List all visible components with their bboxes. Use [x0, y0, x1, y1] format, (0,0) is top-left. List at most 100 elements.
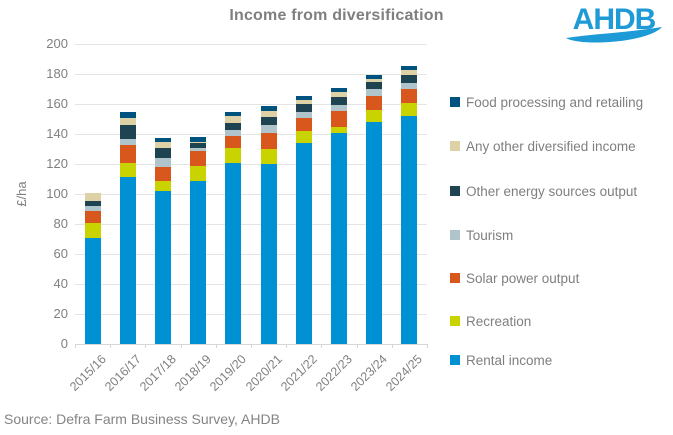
- bar-segment: [366, 78, 383, 83]
- x-tick-mark: [427, 344, 428, 348]
- bar-segment: [225, 136, 242, 149]
- bar-segment: [190, 150, 207, 167]
- bar-segment: [295, 131, 312, 143]
- y-tick-label: 20: [53, 306, 68, 321]
- bar-segment: [295, 99, 312, 104]
- legend-item: Food processing and retailing: [450, 94, 643, 111]
- bar-segment: [401, 103, 418, 116]
- gridline-60: [75, 254, 427, 255]
- gridline-160: [75, 104, 427, 105]
- bar-segment: [155, 191, 171, 344]
- x-tick-mark: [321, 344, 323, 348]
- legend-item: Tourism: [450, 227, 513, 244]
- bar-segment: [260, 149, 277, 164]
- bar-segment: [119, 138, 136, 145]
- gridline-20: [75, 314, 427, 315]
- bar-segment: [366, 82, 383, 89]
- bar-segment: [401, 116, 418, 344]
- ahdb-logo: AHDB: [563, 2, 665, 50]
- legend-swatch: [450, 355, 460, 365]
- legend-item: Any other diversified income: [450, 138, 636, 155]
- bar-segment: [225, 111, 242, 116]
- legend-swatch: [450, 273, 460, 283]
- legend-label: Solar power output: [466, 271, 580, 286]
- bar-segment: [119, 125, 136, 139]
- bar-segment: [190, 141, 207, 143]
- ahdb-logo-graphic: AHDB: [566, 3, 662, 43]
- bar-segment: [225, 116, 242, 123]
- bar-segment: [331, 97, 347, 105]
- x-tick-mark: [391, 344, 393, 348]
- x-tick-mark: [75, 344, 76, 348]
- x-tick-mark: [215, 344, 217, 348]
- gridline-100: [75, 194, 427, 195]
- bar-segment: [119, 144, 136, 164]
- y-tick-label: 140: [46, 126, 68, 141]
- ahdb-logo-swoosh: [566, 27, 662, 43]
- legend-swatch: [450, 230, 460, 240]
- legend-label: Rental income: [466, 353, 553, 368]
- bar-segment: [260, 164, 277, 344]
- source-note: Source: Defra Farm Business Survey, AHDB: [4, 411, 280, 427]
- x-tick-mark: [145, 344, 147, 348]
- bar-segment: [190, 143, 207, 149]
- y-tick-label: 200: [46, 36, 68, 51]
- bar-segment: [295, 118, 312, 131]
- bar-segment: [401, 74, 418, 83]
- bar-segment: [366, 95, 383, 110]
- legend-label: Food processing and retailing: [466, 95, 644, 110]
- legend-label: Tourism: [466, 228, 514, 243]
- bar-segment: [225, 163, 242, 344]
- bar-segment: [225, 122, 242, 131]
- bar-segment: [366, 110, 383, 122]
- bar-segment: [119, 111, 136, 119]
- bar-segment: [260, 132, 277, 149]
- bar-segment: [155, 142, 171, 149]
- bar-segment: [84, 237, 101, 344]
- legend-swatch: [450, 141, 460, 151]
- legend-item: Other energy sources output: [450, 183, 637, 200]
- y-axis-title: £/ha: [14, 181, 29, 207]
- bar-segment: [366, 74, 383, 79]
- x-tick-mark: [356, 344, 358, 348]
- bar-segment: [225, 148, 242, 164]
- bar-segment: [295, 95, 312, 100]
- bar-segment: [155, 167, 171, 182]
- legend-item: Recreation: [450, 313, 531, 330]
- bar-segment: [366, 89, 383, 96]
- x-tick-mark: [286, 344, 288, 348]
- y-tick-label: 0: [60, 336, 68, 351]
- bar-segment: [260, 110, 277, 117]
- bar-segment: [84, 200, 101, 206]
- bar-segment: [401, 70, 418, 75]
- y-tick-label: 80: [53, 216, 68, 231]
- gridline-180: [75, 74, 427, 75]
- legend-item: Solar power output: [450, 270, 579, 287]
- gridline-120: [75, 164, 427, 165]
- bar-segment: [84, 206, 101, 212]
- bar-segment: [260, 116, 277, 125]
- x-tick-mark: [251, 344, 252, 348]
- bar-segment: [366, 122, 383, 344]
- bar-segment: [401, 83, 418, 89]
- bar-segment: [155, 148, 171, 158]
- legend-label: Recreation: [466, 314, 532, 329]
- legend-swatch: [450, 316, 460, 326]
- bar-segment: [84, 223, 101, 238]
- legend-label: Other energy sources output: [466, 184, 638, 199]
- bar-segment: [119, 163, 136, 177]
- y-tick-label: 40: [53, 276, 68, 291]
- chart-title: Income from diversification: [229, 7, 444, 24]
- x-tick-mark: [180, 344, 182, 348]
- legend-item: Rental income: [450, 352, 552, 369]
- y-tick-label: 120: [46, 156, 68, 171]
- bar-segment: [401, 89, 418, 104]
- bar-segment: [225, 130, 242, 137]
- bar-segment: [401, 65, 418, 71]
- bar-segment: [155, 181, 171, 191]
- bar-segment: [84, 192, 101, 201]
- legend-swatch: [450, 97, 460, 107]
- bar-segment: [331, 87, 347, 92]
- gridline-200: [75, 44, 427, 45]
